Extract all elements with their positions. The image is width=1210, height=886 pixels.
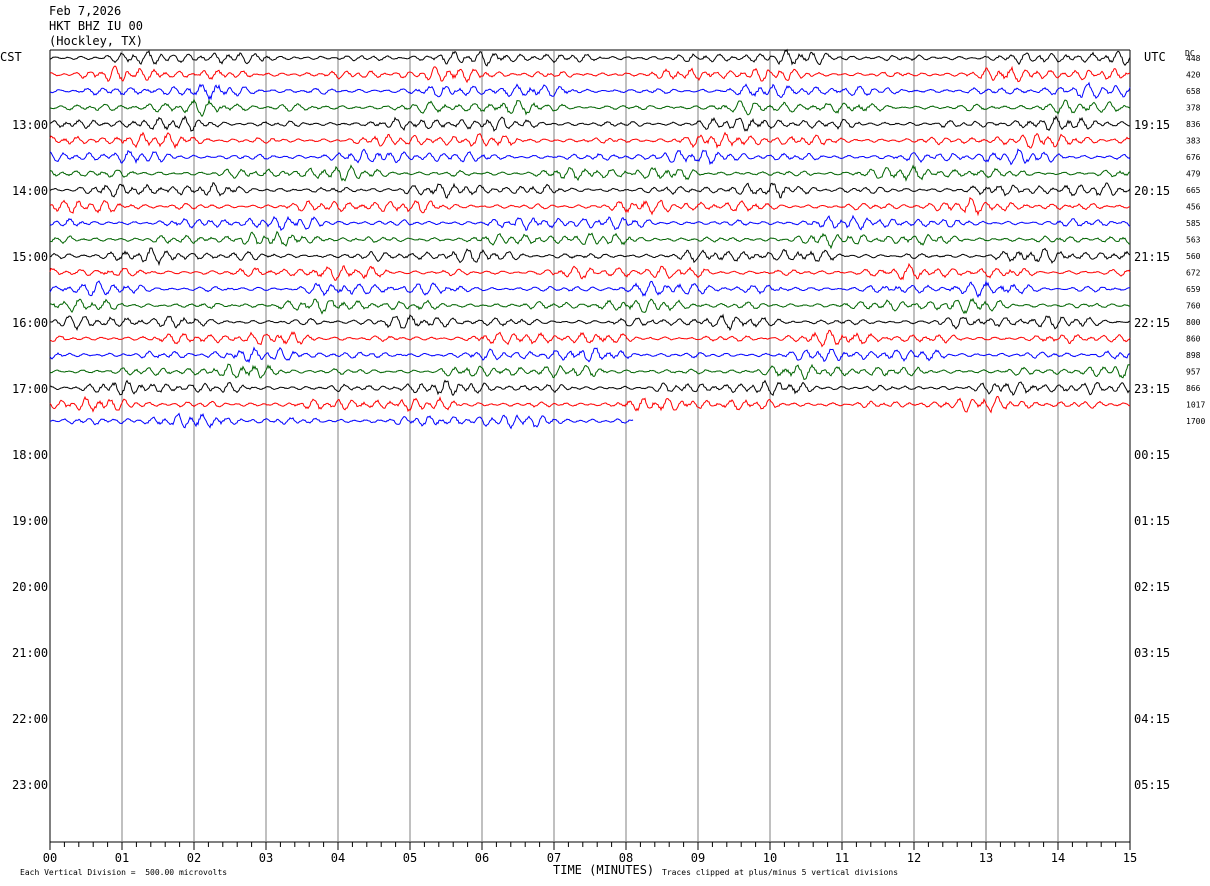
dc-offset-value: 836 — [1186, 120, 1201, 129]
dc-offset-value: 560 — [1186, 252, 1201, 261]
x-tick-label: 01 — [115, 851, 129, 865]
dc-offset-value: 800 — [1186, 318, 1201, 327]
left-timezone: CST — [0, 50, 22, 64]
seismic-trace-23 — [49, 412, 634, 430]
left-hour-label: 17:00 — [12, 382, 48, 396]
right-hour-label: 21:15 — [1134, 250, 1170, 264]
seismic-trace-4 — [49, 98, 1131, 118]
dc-offset-value: 860 — [1186, 335, 1201, 344]
dc-offset-value: 760 — [1186, 302, 1201, 311]
x-tick-label: 14 — [1051, 851, 1065, 865]
left-hour-label: 21:00 — [12, 646, 48, 660]
header-station: HKT BHZ IU 00 — [49, 19, 143, 33]
dc-offset-labels: 448 420 658 378 836 383 676 479 665 456 585 563 560 6… — [1186, 54, 1205, 426]
seismic-trace-18 — [49, 329, 1131, 348]
seismic-trace-3 — [49, 81, 1131, 101]
dc-offset-value: 665 — [1186, 186, 1201, 195]
dc-offset-value: 420 — [1186, 71, 1201, 80]
right-hour-label: 23:15 — [1134, 382, 1170, 396]
dc-offset-value: 866 — [1186, 384, 1201, 393]
seismic-trace-20 — [49, 363, 1131, 381]
seismic-trace-10 — [49, 196, 1131, 217]
plot-grid — [49, 49, 1131, 843]
footer-clip-note: Traces clipped at plus/minus 5 vertical … — [662, 868, 899, 877]
seismic-trace-19 — [49, 346, 1131, 364]
seismic-trace-13 — [49, 247, 1131, 267]
seismic-trace-7 — [49, 148, 1131, 166]
dc-offset-value: 383 — [1186, 137, 1201, 146]
dc-offset-value: 563 — [1186, 236, 1201, 245]
x-axis-label: TIME (MINUTES) — [553, 863, 655, 877]
dc-offset-value: 479 — [1186, 170, 1201, 179]
dc-offset-value: 448 — [1186, 54, 1201, 63]
seismic-trace-11 — [49, 214, 1131, 232]
right-hour-label: 19:15 — [1134, 118, 1170, 132]
right-hour-label: 02:15 — [1134, 580, 1170, 594]
x-tick-label: 12 — [907, 851, 921, 865]
right-hour-label: 04:15 — [1134, 712, 1170, 726]
dc-offset-value: 1017 — [1186, 401, 1205, 410]
right-hour-label: 05:15 — [1134, 778, 1170, 792]
seismic-trace-1 — [49, 48, 1131, 67]
trace-group — [49, 48, 1131, 430]
x-tick-label: 13 — [979, 851, 993, 865]
seismic-trace-8 — [49, 164, 1131, 182]
dc-label: DC — [1185, 49, 1195, 58]
right-timezone: UTC — [1144, 50, 1166, 64]
left-hour-label: 23:00 — [12, 778, 48, 792]
footer-scale-note: Each Vertical Division = 500.00 microvol… — [20, 868, 228, 877]
dc-offset-value: 957 — [1186, 368, 1201, 377]
left-hour-label: 20:00 — [12, 580, 48, 594]
x-tick-label: 03 — [259, 851, 273, 865]
x-tick-label: 02 — [187, 851, 201, 865]
dc-offset-value: 456 — [1186, 203, 1201, 212]
right-hour-label: 22:15 — [1134, 316, 1170, 330]
left-hour-label: 19:00 — [12, 514, 48, 528]
seismic-trace-22 — [49, 395, 1131, 414]
seismic-trace-14 — [49, 262, 1131, 281]
seismic-trace-5 — [49, 115, 1130, 132]
x-tick-label: 09 — [691, 851, 705, 865]
dc-offset-value: 898 — [1186, 351, 1201, 360]
seismic-trace-9 — [49, 182, 1131, 199]
x-tick-label: 11 — [835, 851, 849, 865]
left-hour-label: 22:00 — [12, 712, 48, 726]
header-date: Feb 7,2026 — [49, 4, 122, 18]
seismic-trace-16 — [49, 297, 1131, 315]
x-tick-label: 05 — [403, 851, 417, 865]
seismic-trace-12 — [50, 230, 1131, 250]
dc-offset-value: 1700 — [1186, 417, 1205, 426]
x-tick-label: 00 — [43, 851, 57, 865]
dc-offset-value: 672 — [1186, 269, 1201, 278]
dc-offset-value: 676 — [1186, 153, 1201, 162]
left-hour-label: 14:00 — [12, 184, 48, 198]
hour-labels: 13:00 14:00 15:00 16:00 17:00 18:00 19:00 20:00… — [12, 118, 1170, 792]
seismic-trace-17 — [49, 313, 1130, 331]
seismic-trace-2 — [49, 65, 1131, 84]
x-tick-label: 15 — [1123, 851, 1137, 865]
x-axis-ticks: 00 01 02 03 04 05 06 07 08 09 10 11 12 13 14 15 — [43, 842, 1137, 865]
x-tick-label: 04 — [331, 851, 345, 865]
left-hour-label: 16:00 — [12, 316, 48, 330]
right-hour-label: 00:15 — [1134, 448, 1170, 462]
x-tick-label: 10 — [763, 851, 777, 865]
x-tick-label: 07 — [547, 851, 561, 865]
seismic-trace-21 — [49, 379, 1131, 397]
dc-offset-value: 378 — [1186, 104, 1201, 113]
right-hour-label: 20:15 — [1134, 184, 1170, 198]
seismic-trace-15 — [49, 279, 1130, 298]
x-tick-label: 08 — [619, 851, 633, 865]
x-tick-label: 06 — [475, 851, 489, 865]
seismic-trace-6 — [49, 131, 1131, 150]
dc-offset-value: 585 — [1186, 219, 1201, 228]
right-hour-label: 03:15 — [1134, 646, 1170, 660]
header-location: (Hockley, TX) — [49, 34, 143, 48]
left-hour-label: 15:00 — [12, 250, 48, 264]
dc-offset-value: 659 — [1186, 285, 1201, 294]
dc-offset-value: 658 — [1186, 87, 1201, 96]
left-hour-label: 13:00 — [12, 118, 48, 132]
right-hour-label: 01:15 — [1134, 514, 1170, 528]
left-hour-label: 18:00 — [12, 448, 48, 462]
